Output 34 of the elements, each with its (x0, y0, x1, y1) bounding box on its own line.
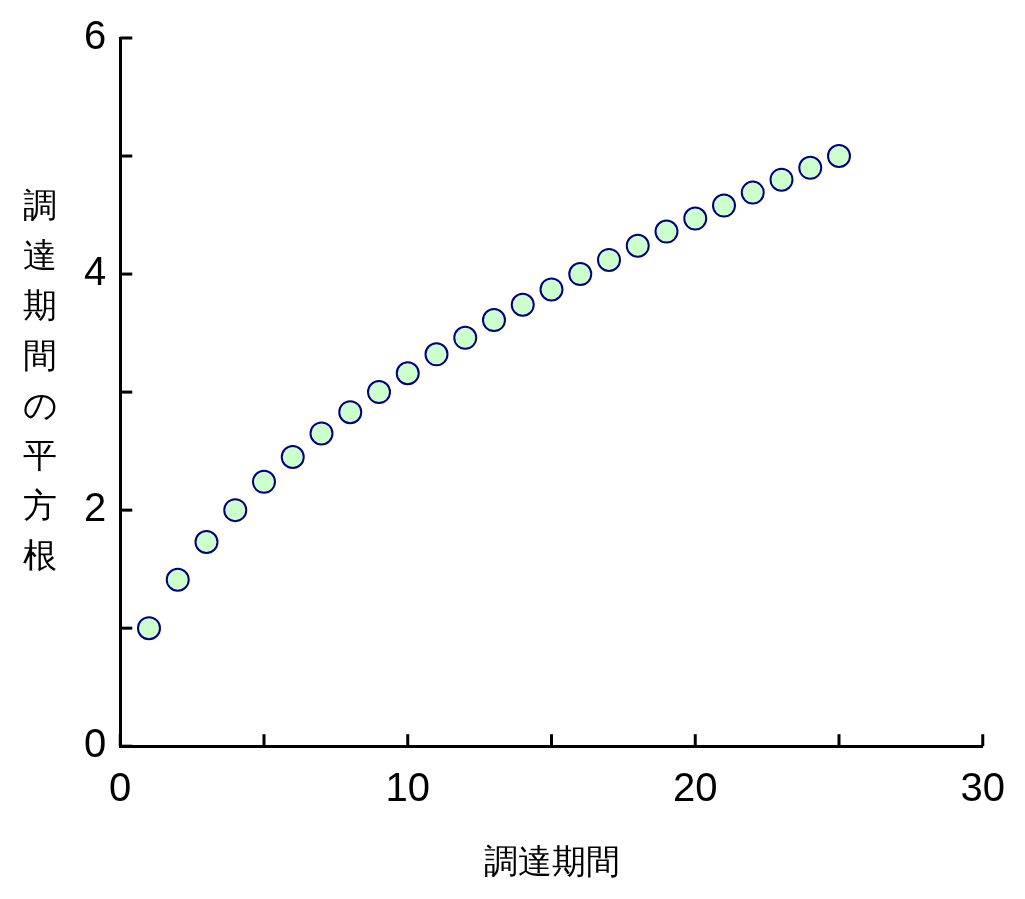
point (252, 469, 276, 494)
point (740, 180, 765, 205)
point (798, 155, 823, 180)
point (165, 567, 190, 592)
point (338, 400, 363, 425)
point (827, 144, 851, 169)
point (539, 277, 564, 302)
point (654, 219, 679, 244)
point (510, 292, 535, 317)
y-tick-label: 2 (84, 485, 107, 530)
point (482, 308, 506, 333)
point (280, 445, 305, 470)
x-tick-label: 10 (385, 765, 430, 810)
point (309, 421, 334, 446)
point (367, 380, 391, 405)
y-tick-label: 6 (84, 13, 107, 58)
x-axis-title: 調達期間 (483, 841, 620, 882)
point (137, 616, 161, 641)
point (712, 193, 736, 218)
point (625, 233, 650, 258)
y-axis-title: 調達期間の平方根 (21, 184, 59, 577)
point (683, 206, 708, 231)
point (597, 247, 621, 272)
y-tick-label: 0 (84, 721, 107, 766)
point (424, 342, 449, 367)
point (223, 498, 248, 523)
point (453, 325, 478, 350)
y-tick-label: 4 (84, 249, 107, 294)
point (568, 262, 593, 287)
x-tick-label: 20 (673, 765, 718, 810)
point (194, 530, 219, 554)
point (395, 361, 420, 386)
x-tick-label: 30 (960, 765, 1005, 810)
point (769, 167, 794, 192)
